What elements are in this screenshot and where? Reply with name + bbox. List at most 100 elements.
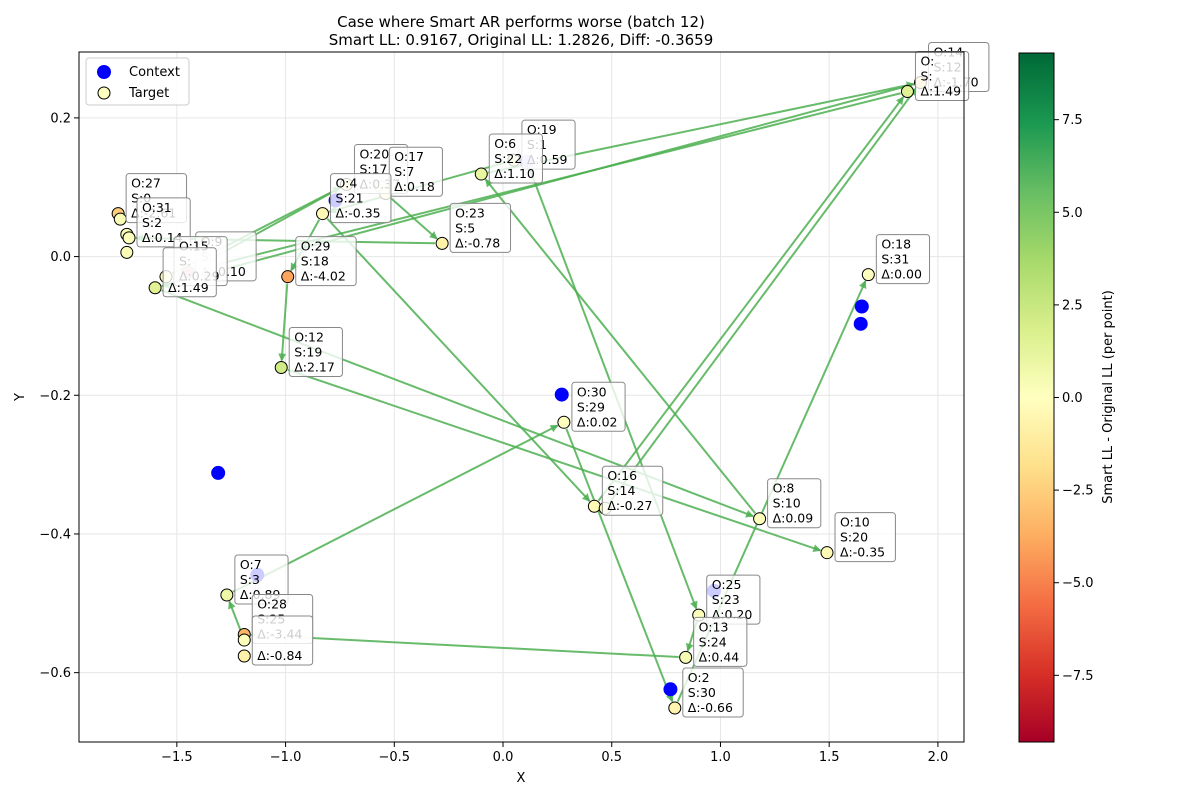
point-label-line: O:10 xyxy=(840,515,870,530)
trajectory-arrow xyxy=(390,197,438,240)
legend-context-label: Context xyxy=(129,65,180,80)
y-tick-label: 0.2 xyxy=(50,111,71,126)
point-label-line: Δ:-0.27 xyxy=(607,498,652,513)
target-point xyxy=(120,245,134,259)
x-tick-label: 0.0 xyxy=(493,750,514,765)
point-label: O:13S:24Δ:0.44 xyxy=(693,616,748,667)
point-label-line: S: xyxy=(920,69,932,84)
point-labels-layer: O:14S:12Δ:-1.70O:S:Δ:1.49O:19S:1Δ:0.59O:… xyxy=(125,42,990,718)
x-tick-label: −0.5 xyxy=(379,750,411,765)
point-label-line: O:2 xyxy=(688,670,710,685)
colorbar-ticks: 7.5 5.0 2.5 0.0 −2.5 −5.0 −7.5 xyxy=(1054,113,1094,684)
trajectory-arrow xyxy=(326,218,591,502)
plot-frame xyxy=(78,51,965,743)
point-label-box xyxy=(388,146,443,197)
target-point xyxy=(753,512,767,526)
point-label-line: Δ:2.17 xyxy=(294,360,335,375)
point-label-line: O:30 xyxy=(577,384,607,399)
point-label-line: O:18 xyxy=(881,237,911,252)
x-tick-label: 1.5 xyxy=(819,750,840,765)
point-label-line: Δ:-0.35 xyxy=(336,206,381,221)
target-point xyxy=(557,415,571,429)
point-label-line: O:17 xyxy=(394,149,424,164)
y-tick-label: 0.0 xyxy=(50,250,71,265)
point-label-line: O:19 xyxy=(527,122,557,137)
target-point xyxy=(237,649,251,663)
point-label-box xyxy=(571,381,626,432)
point-label: Δ:-0.84 xyxy=(251,615,314,666)
point-label-line: O:7 xyxy=(240,557,262,572)
point-label-line: S:2 xyxy=(142,215,162,230)
point-label-line: S:17 xyxy=(359,161,387,176)
x-tick-label: 1.0 xyxy=(710,750,731,765)
point-label: O:17S:7Δ:0.18 xyxy=(388,146,443,197)
x-axis-label: X xyxy=(517,771,526,786)
colorbar-label: Smart LL - Original LL (per point) xyxy=(1101,290,1116,504)
target-point xyxy=(861,268,875,282)
point-label-line: Δ:0.44 xyxy=(699,649,740,664)
point-label-line: S:30 xyxy=(688,685,716,700)
point-label-line: Δ:1.10 xyxy=(494,166,535,181)
trajectory-arrow xyxy=(484,178,756,514)
point-label-box xyxy=(767,478,822,529)
point-label-box xyxy=(834,512,896,563)
point-label-box xyxy=(162,247,217,298)
legend-target-label: Target xyxy=(128,86,169,101)
target-point xyxy=(474,167,488,181)
point-label-line: Δ:-4.02 xyxy=(301,269,346,284)
point-label-line: O:29 xyxy=(301,239,331,254)
point-label-box xyxy=(136,197,191,248)
point-label-line: S:23 xyxy=(712,592,740,607)
point-label-box xyxy=(875,234,931,285)
colorbar-tick-label: 5.0 xyxy=(1062,206,1083,221)
point-label-line: S:20 xyxy=(840,530,868,545)
colorbar-gradient xyxy=(1018,52,1055,743)
colorbar-tick-label: 7.5 xyxy=(1062,113,1083,128)
point-label-box xyxy=(330,173,392,224)
context-point xyxy=(854,299,869,314)
chart-title: Case where Smart AR performs worse (batc… xyxy=(337,13,705,31)
point-label: O:30S:29Δ:0.02 xyxy=(571,381,626,432)
y-tick-label: −0.2 xyxy=(39,389,71,404)
legend-frame xyxy=(85,57,190,106)
point-label-box xyxy=(295,236,357,287)
point-label: O:8S:10Δ:0.09 xyxy=(767,478,822,529)
point-label-line: Δ:-0.78 xyxy=(455,235,500,250)
trajectory-arrow xyxy=(278,283,289,362)
point-label: Δ:1.49 xyxy=(162,247,217,298)
context-point xyxy=(663,682,678,697)
point-label: O:25S:23Δ:0.20 xyxy=(706,574,761,625)
point-label: O:2S:30Δ:-0.66 xyxy=(682,667,744,718)
x-axis-ticks: −1.5 −1.0 −0.5 0.0 0.5 1.0 1.5 2.0 xyxy=(161,742,948,765)
point-label-line: O:23 xyxy=(455,205,485,220)
trajectory-arrow xyxy=(161,289,754,518)
point-label-box xyxy=(251,615,314,666)
target-point xyxy=(435,236,449,250)
x-tick-label: −1.0 xyxy=(270,750,302,765)
target-point xyxy=(220,588,234,602)
legend: Context Target xyxy=(85,57,190,106)
trajectory-arrow xyxy=(250,631,679,659)
x-tick-label: 0.5 xyxy=(601,750,622,765)
target-point xyxy=(148,281,162,295)
point-label-line: O: xyxy=(920,54,934,69)
point-label-line: O:6 xyxy=(494,136,516,151)
point-label-line: Δ:0.09 xyxy=(773,511,814,526)
y-axis-ticks: 0.2 0.0 −0.2 −0.4 −0.6 xyxy=(39,111,79,681)
target-point xyxy=(237,633,251,647)
target-point xyxy=(281,270,295,284)
x-tick-label: 2.0 xyxy=(928,750,949,765)
colorbar-tick-label: 0.0 xyxy=(1062,391,1083,406)
point-label: O:29S:18Δ:-4.02 xyxy=(295,236,357,287)
legend-context-marker xyxy=(97,65,111,79)
y-tick-label: −0.6 xyxy=(39,666,71,681)
target-point xyxy=(122,231,136,245)
context-point xyxy=(211,465,226,480)
point-label-box xyxy=(488,133,543,184)
point-label-line: S:24 xyxy=(699,634,727,649)
point-label-line: S:18 xyxy=(301,254,329,269)
point-label-box xyxy=(601,465,664,516)
point-label-line: S:29 xyxy=(577,399,605,414)
point-label-line: Δ:1.49 xyxy=(168,280,209,295)
